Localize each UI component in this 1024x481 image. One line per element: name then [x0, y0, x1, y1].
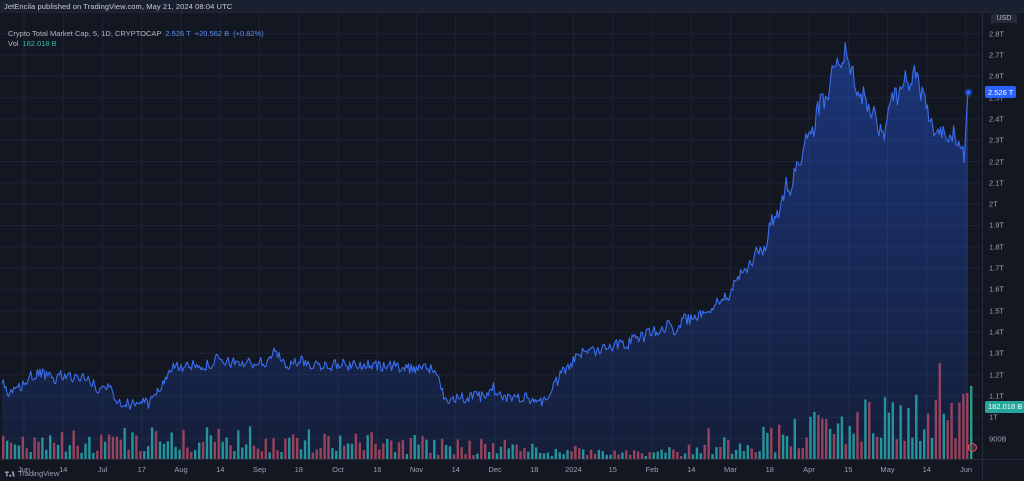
- price-area-series: [0, 13, 982, 459]
- legend-volume-value: 182.018 B: [22, 39, 57, 48]
- last-price-dot: [965, 89, 971, 95]
- price-axis-tick: 2.4T: [989, 114, 1005, 124]
- legend-last-price: 2.526 T: [165, 29, 191, 38]
- time-axis-tick: 14: [59, 465, 68, 474]
- time-axis-tick: May: [880, 465, 895, 474]
- price-axis-tick: 2.1T: [989, 178, 1005, 188]
- price-axis-tick: 2.8T: [989, 29, 1005, 39]
- time-axis-tick: 18: [765, 465, 774, 474]
- publish-bar: JetEncila published on TradingView.com, …: [0, 0, 1024, 13]
- time-axis-tick: 14: [922, 465, 931, 474]
- time-axis-tick: 17: [137, 465, 146, 474]
- time-axis-corner: [982, 460, 1024, 481]
- price-axis-tick: 1.3T: [989, 348, 1005, 358]
- time-axis-tick: Mar: [724, 465, 737, 474]
- price-axis-tick: 1.5T: [989, 306, 1005, 316]
- price-axis[interactable]: USD 2.8T2.7T2.6T2.5T2.4T2.3T2.2T2.1T2T1.…: [982, 13, 1024, 459]
- time-axis-tick: 2024: [565, 465, 582, 474]
- legend-row-price: Crypto Total Market Cap, 5, 1D, CRYPTOCA…: [8, 29, 264, 39]
- price-axis-tick: 1.8T: [989, 242, 1005, 252]
- price-axis-tick: 1.1T: [989, 391, 1005, 401]
- price-axis-tick: 1T: [989, 412, 998, 422]
- tradingview-logo-text: TradingView: [18, 469, 60, 478]
- time-axis[interactable]: Jun 14 Jul 17 Aug 14 Sep 18 Oct 16 Nov 14 Dec 18 2024 1…: [0, 459, 1024, 481]
- price-axis-currency: USD: [983, 14, 1024, 23]
- price-axis-tick: 1.4T: [989, 327, 1005, 337]
- time-axis-tick: 14: [451, 465, 460, 474]
- legend-change-absolute: +20.562 B: [194, 29, 230, 38]
- time-axis-tick: 14: [216, 465, 225, 474]
- time-axis-tick: 15: [608, 465, 617, 474]
- time-axis-tick: Sep: [252, 465, 267, 474]
- price-axis-tick: 2T: [989, 199, 998, 209]
- price-axis-tick: 1.6T: [989, 284, 1005, 294]
- tradingview-mark-icon: [5, 471, 15, 477]
- time-axis-tick: Jul: [97, 465, 108, 474]
- price-axis-tick: 1.9T: [989, 220, 1005, 230]
- chart-pane[interactable]: Crypto Total Market Cap, 5, 1D, CRYPTOCA…: [0, 13, 982, 459]
- time-axis-tick: Oct: [332, 465, 344, 474]
- time-axis-tick: 18: [530, 465, 539, 474]
- current-volume-badge: 182.018 B: [985, 400, 1024, 413]
- time-axis-tick: 15: [844, 465, 853, 474]
- legend-change-percent: (+0.82%): [233, 29, 264, 38]
- tradingview-logo[interactable]: TradingView: [5, 469, 59, 478]
- time-axis-tick: 16: [373, 465, 382, 474]
- current-price-badge: 2.526 T: [985, 86, 1017, 99]
- time-axis-tick: Jun: [959, 465, 973, 474]
- price-axis-tick: 2.3T: [989, 135, 1005, 145]
- volume-cursor-marker: [968, 443, 977, 452]
- publish-attribution-text: JetEncila published on TradingView.com, …: [4, 2, 233, 11]
- time-axis-tick: Feb: [645, 465, 659, 474]
- time-axis-tick: 18: [294, 465, 303, 474]
- time-axis-tick: Jun: [17, 465, 31, 474]
- chart-legend: Crypto Total Market Cap, 5, 1D, CRYPTOCA…: [8, 29, 264, 49]
- price-axis-tick: 1.2T: [989, 370, 1005, 380]
- price-axis-tick: 900B: [989, 434, 1007, 444]
- price-axis-tick: 2.7T: [989, 50, 1005, 60]
- price-axis-tick: 2.6T: [989, 71, 1005, 81]
- legend-volume-label: Vol: [8, 39, 19, 48]
- price-axis-tick: 1.7T: [989, 263, 1005, 273]
- legend-symbol-label: Crypto Total Market Cap, 5, 1D, CRYPTOCA…: [8, 29, 162, 38]
- time-axis-tick: 14: [687, 465, 696, 474]
- time-axis-tick: Nov: [409, 465, 424, 474]
- time-axis-tick: Dec: [488, 465, 502, 474]
- legend-row-volume: Vol 182.018 B: [8, 39, 264, 49]
- time-axis-tick: Aug: [174, 465, 188, 474]
- time-axis-tick: Apr: [803, 465, 815, 474]
- price-axis-tick: 2.2T: [989, 157, 1005, 167]
